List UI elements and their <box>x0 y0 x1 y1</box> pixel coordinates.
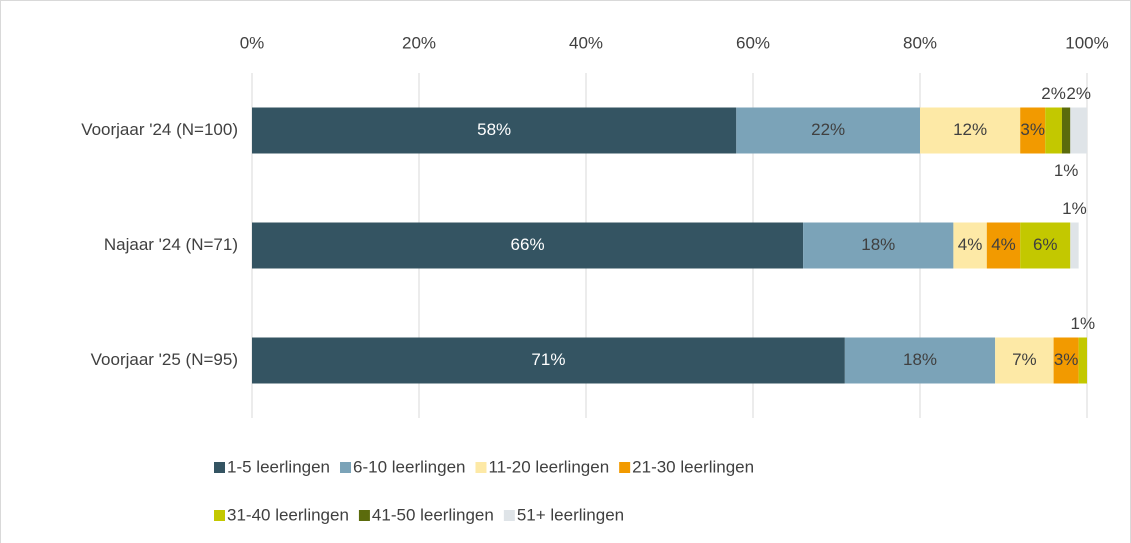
legend-label: 21-30 leerlingen <box>632 457 754 476</box>
data-label: 1% <box>1054 161 1079 180</box>
bar-segment <box>986 222 1021 269</box>
data-label: 18% <box>903 350 937 369</box>
x-tick-label: 80% <box>903 33 937 52</box>
legend-swatch <box>340 462 352 473</box>
legend-swatch <box>214 462 225 473</box>
legend-label: 11-20 leerlingen <box>488 457 609 476</box>
bar-segment <box>252 222 804 269</box>
legend-label: 31-40 leerlingen <box>227 505 349 524</box>
x-tick-label: 40% <box>569 33 603 52</box>
bar-segment <box>1020 107 1046 154</box>
legend-swatch <box>503 510 515 521</box>
bar-segment <box>920 107 1021 154</box>
bar-segment <box>252 107 737 154</box>
legend-label: 41-50 leerlingen <box>372 505 494 524</box>
y-tick-label: Voorjaar '25 (N=95) <box>91 350 238 369</box>
data-label: 71% <box>531 350 565 369</box>
data-label: 3% <box>1054 350 1079 369</box>
data-label: 1% <box>1062 199 1087 218</box>
bar-segment <box>1045 107 1062 154</box>
bar-segment <box>803 222 954 269</box>
data-label: 6% <box>1033 235 1058 254</box>
legend-label: 51+ leerlingen <box>517 505 624 524</box>
data-label: 22% <box>811 120 845 139</box>
legend-swatch <box>619 462 631 473</box>
data-label: 58% <box>477 120 511 139</box>
bar-segment <box>1053 337 1079 384</box>
legend-swatch <box>358 510 370 521</box>
bar-segment <box>1070 107 1087 154</box>
bar-segment <box>736 107 920 154</box>
bar-segment <box>1020 222 1071 269</box>
data-label: 66% <box>511 235 545 254</box>
x-tick-label: 60% <box>736 33 770 52</box>
legend-label: 6-10 leerlingen <box>353 457 465 476</box>
bar-segment <box>1078 337 1087 384</box>
y-tick-label: Voorjaar '24 (N=100) <box>81 120 238 139</box>
data-label: 12% <box>953 120 987 139</box>
bar-segment <box>252 337 845 384</box>
data-label: 7% <box>1012 350 1037 369</box>
x-tick-label: 100% <box>1065 33 1108 52</box>
data-label: 4% <box>991 235 1016 254</box>
legend-swatch <box>475 462 487 473</box>
data-label: 2% <box>1066 84 1091 103</box>
data-label: 3% <box>1020 120 1045 139</box>
bar-segment <box>844 337 996 384</box>
legend-label: 1-5 leerlingen <box>227 457 330 476</box>
bar-segment <box>953 222 987 269</box>
data-label: 18% <box>861 235 895 254</box>
bar-segment <box>995 337 1054 384</box>
data-label: 1% <box>1071 314 1096 333</box>
y-tick-label: Najaar '24 (N=71) <box>104 235 238 254</box>
data-label: 2% <box>1041 84 1066 103</box>
bar-segment <box>1061 107 1071 154</box>
legend-swatch <box>214 510 225 521</box>
bar-segment <box>1070 222 1079 269</box>
data-label: 4% <box>958 235 983 254</box>
x-tick-label: 20% <box>402 33 436 52</box>
x-tick-label: 0% <box>240 33 265 52</box>
